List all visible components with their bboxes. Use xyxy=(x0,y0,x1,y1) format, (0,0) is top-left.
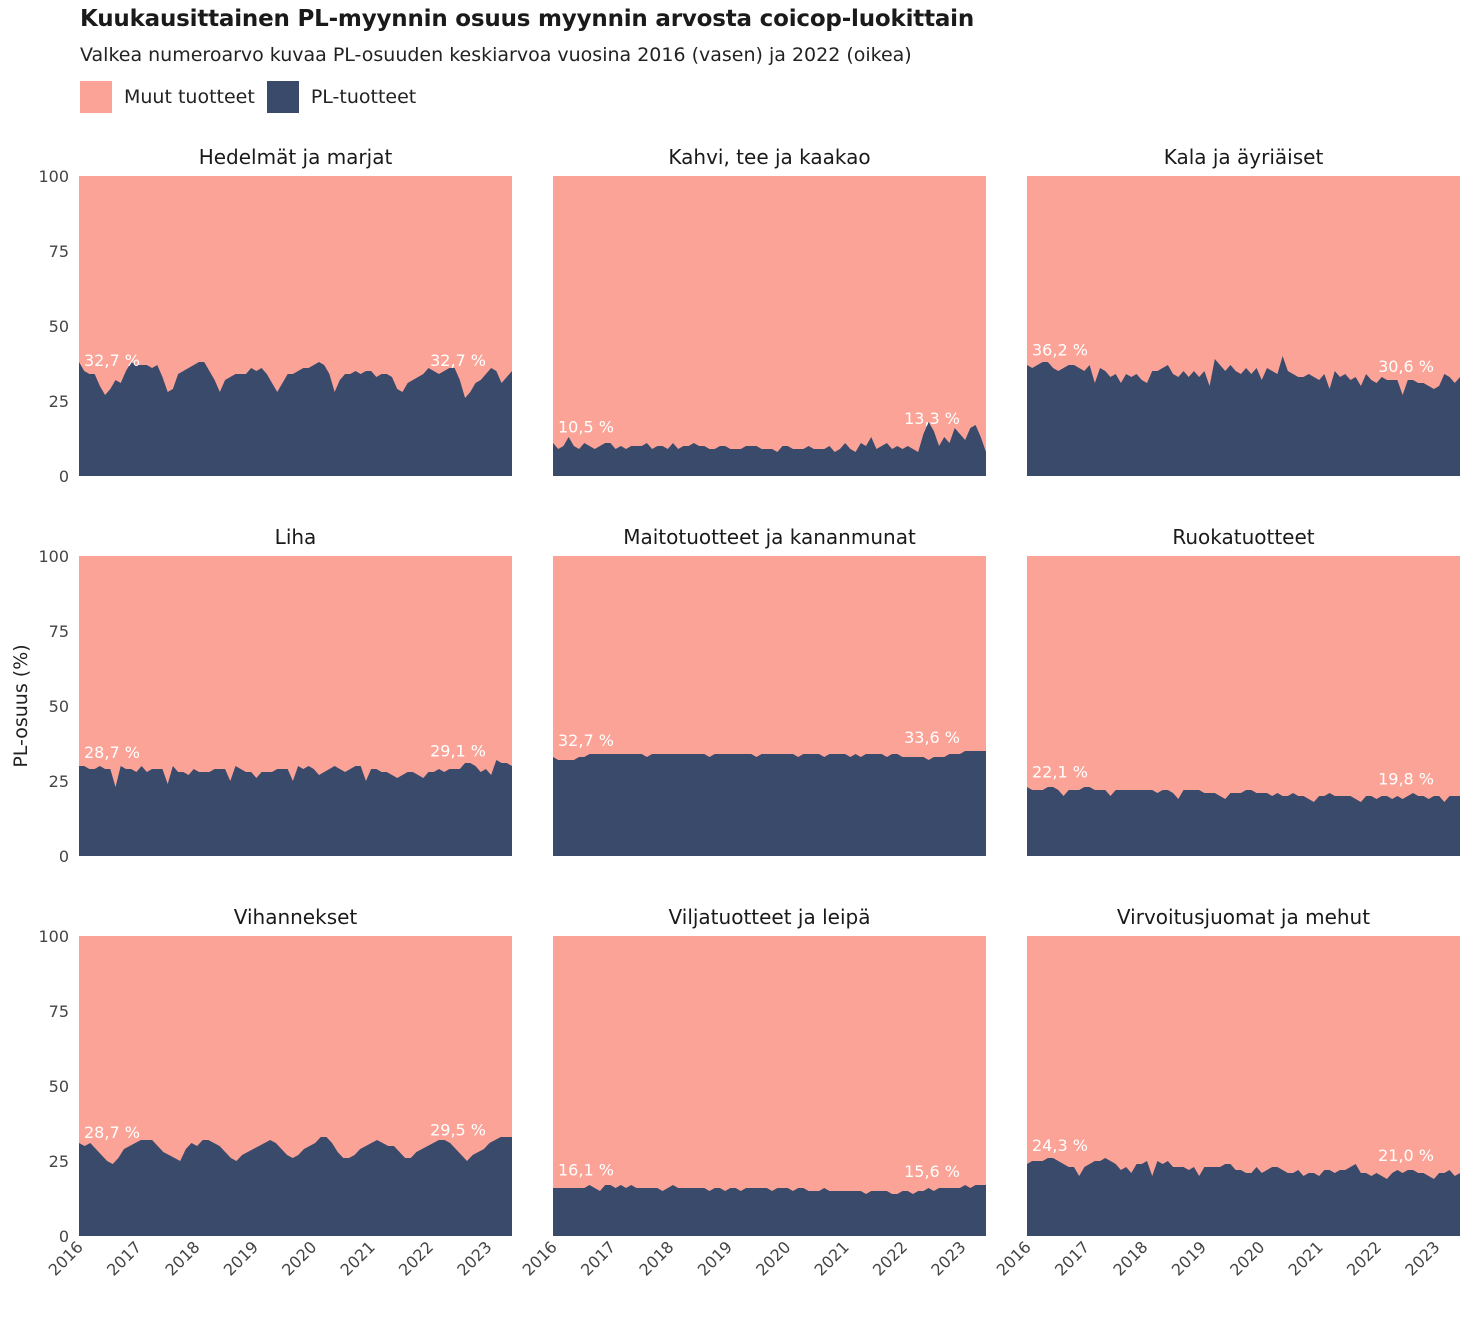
mean-label-2016: 24,3 % xyxy=(1032,1136,1088,1155)
y-tick-label: 0 xyxy=(59,467,69,486)
y-tick-label: 75 xyxy=(49,622,69,641)
x-tick-label: 2018 xyxy=(1109,1237,1151,1279)
pl-products-area xyxy=(1027,1158,1460,1236)
mean-label-2016: 16,1 % xyxy=(558,1161,614,1180)
mean-label-2022: 19,8 % xyxy=(1378,770,1434,789)
panel-title: Virvoitusjuomat ja mehut xyxy=(1117,905,1370,929)
panel-title: Maitotuotteet ja kananmunat xyxy=(623,525,916,549)
panel-title: Liha xyxy=(275,525,317,549)
mean-label-2022: 29,1 % xyxy=(430,742,486,761)
panel-title: Viljatuotteet ja leipä xyxy=(669,905,871,929)
pl-products-area xyxy=(1027,356,1460,476)
chart-title: Kuukausittainen PL-myynnin osuus myynnin… xyxy=(80,6,975,32)
x-tick-label: 2017 xyxy=(1051,1237,1093,1279)
x-tick-label: 2017 xyxy=(103,1237,145,1279)
chart-subtitle: Valkea numeroarvo kuvaa PL-osuuden keski… xyxy=(80,44,912,66)
x-tick-label: 2018 xyxy=(161,1237,203,1279)
y-tick-label: 100 xyxy=(38,927,69,946)
panel-title: Ruokatuotteet xyxy=(1172,525,1314,549)
y-tick-label: 75 xyxy=(49,1002,69,1021)
x-tick-label: 2019 xyxy=(694,1237,736,1279)
panel-title: Kala ja äyriäiset xyxy=(1164,145,1324,169)
facet-panel: Vihannekset 28,7 % 29,5 % 0 25 50 75 100 2016 201… xyxy=(38,905,512,1280)
x-tick-label: 2021 xyxy=(811,1237,853,1279)
mean-label-2022: 29,5 % xyxy=(430,1121,486,1140)
other-products-area xyxy=(553,176,986,476)
pl-products-area xyxy=(79,362,512,476)
legend-item-pl: PL-tuotteet xyxy=(266,81,417,113)
x-tick-label: 2023 xyxy=(927,1237,969,1279)
x-tick-label: 2016 xyxy=(993,1237,1035,1279)
y-tick-label: 100 xyxy=(38,167,69,186)
x-tick-label: 2019 xyxy=(220,1237,262,1279)
panel-title: Kahvi, tee ja kaakao xyxy=(668,145,870,169)
y-tick-label: 25 xyxy=(49,392,69,411)
panel-title: Vihannekset xyxy=(234,905,358,929)
mean-label-2022: 33,6 % xyxy=(904,728,960,747)
y-tick-label: 75 xyxy=(49,242,69,261)
x-tick-label: 2018 xyxy=(635,1237,677,1279)
mean-label-2022: 15,6 % xyxy=(904,1162,960,1181)
mean-label-2016: 10,5 % xyxy=(558,418,614,437)
facet-panel: Maitotuotteet ja kananmunat 32,7 % 33,6 % xyxy=(553,525,986,856)
x-tick-label: 2023 xyxy=(1401,1237,1443,1279)
pl-products-area xyxy=(1027,787,1460,856)
mean-label-2016: 22,1 % xyxy=(1032,763,1088,782)
other-products-area xyxy=(553,936,986,1236)
y-tick-label: 100 xyxy=(38,547,69,566)
panel-title: Hedelmät ja marjat xyxy=(199,145,393,169)
facet-panel: Ruokatuotteet 22,1 % 19,8 % xyxy=(1027,525,1460,856)
x-tick-label: 2021 xyxy=(1285,1237,1327,1279)
facet-panel: Kahvi, tee ja kaakao 10,5 % 13,3 % xyxy=(553,145,986,476)
facet-panel: Hedelmät ja marjat 32,7 % 32,7 % 0 25 50 75 100 xyxy=(38,145,512,486)
facet-panel: Viljatuotteet ja leipä 16,1 % 15,6 % 2016 20… xyxy=(519,905,986,1280)
y-tick-label: 25 xyxy=(49,1152,69,1171)
mean-label-2016: 28,7 % xyxy=(84,1123,140,1142)
x-tick-label: 2020 xyxy=(1226,1237,1268,1279)
y-tick-label: 50 xyxy=(49,317,69,336)
mean-label-2016: 28,7 % xyxy=(84,743,140,762)
facet-panel: Kala ja äyriäiset 36,2 % 30,6 % xyxy=(1027,145,1460,476)
x-tick-label: 2020 xyxy=(278,1237,320,1279)
pl-products-area xyxy=(553,751,986,856)
mean-label-2022: 21,0 % xyxy=(1378,1146,1434,1165)
legend-item-other: Muut tuotteet xyxy=(80,81,255,113)
legend-swatch-pl xyxy=(266,81,299,113)
x-tick-label: 2022 xyxy=(869,1237,911,1279)
mean-label-2016: 32,7 % xyxy=(558,731,614,750)
pl-products-area xyxy=(553,422,986,476)
x-tick-label: 2016 xyxy=(45,1237,87,1279)
mean-label-2016: 32,7 % xyxy=(84,351,140,370)
legend-label-other: Muut tuotteet xyxy=(124,86,255,108)
y-tick-label: 50 xyxy=(49,697,69,716)
legend: Muut tuotteet PL-tuotteet xyxy=(80,81,428,113)
x-tick-label: 2022 xyxy=(1343,1237,1385,1279)
y-axis-label: PL-osuus (%) xyxy=(10,644,32,767)
x-tick-label: 2020 xyxy=(752,1237,794,1279)
x-tick-label: 2019 xyxy=(1168,1237,1210,1279)
x-tick-label: 2022 xyxy=(395,1237,437,1279)
mean-label-2022: 13,3 % xyxy=(904,409,960,428)
mean-label-2016: 36,2 % xyxy=(1032,340,1088,359)
pl-products-area xyxy=(79,760,512,856)
facet-panel: Liha 28,7 % 29,1 % 0 25 50 75 100 xyxy=(38,525,512,866)
y-tick-label: 25 xyxy=(49,772,69,791)
x-tick-label: 2021 xyxy=(337,1237,379,1279)
y-tick-label: 0 xyxy=(59,1227,69,1246)
y-tick-label: 0 xyxy=(59,847,69,866)
legend-label-pl: PL-tuotteet xyxy=(310,86,417,108)
pl-products-area xyxy=(553,1185,986,1236)
mean-label-2022: 32,7 % xyxy=(430,351,486,370)
x-tick-label: 2017 xyxy=(577,1237,619,1279)
y-tick-label: 50 xyxy=(49,1077,69,1096)
legend-swatch-other xyxy=(80,81,112,113)
facet-panel: Virvoitusjuomat ja mehut 24,3 % 21,0 % 2016… xyxy=(993,905,1460,1280)
x-tick-label: 2016 xyxy=(519,1237,561,1279)
x-tick-label: 2023 xyxy=(453,1237,495,1279)
mean-label-2022: 30,6 % xyxy=(1378,357,1434,376)
pl-products-area xyxy=(79,1137,512,1236)
